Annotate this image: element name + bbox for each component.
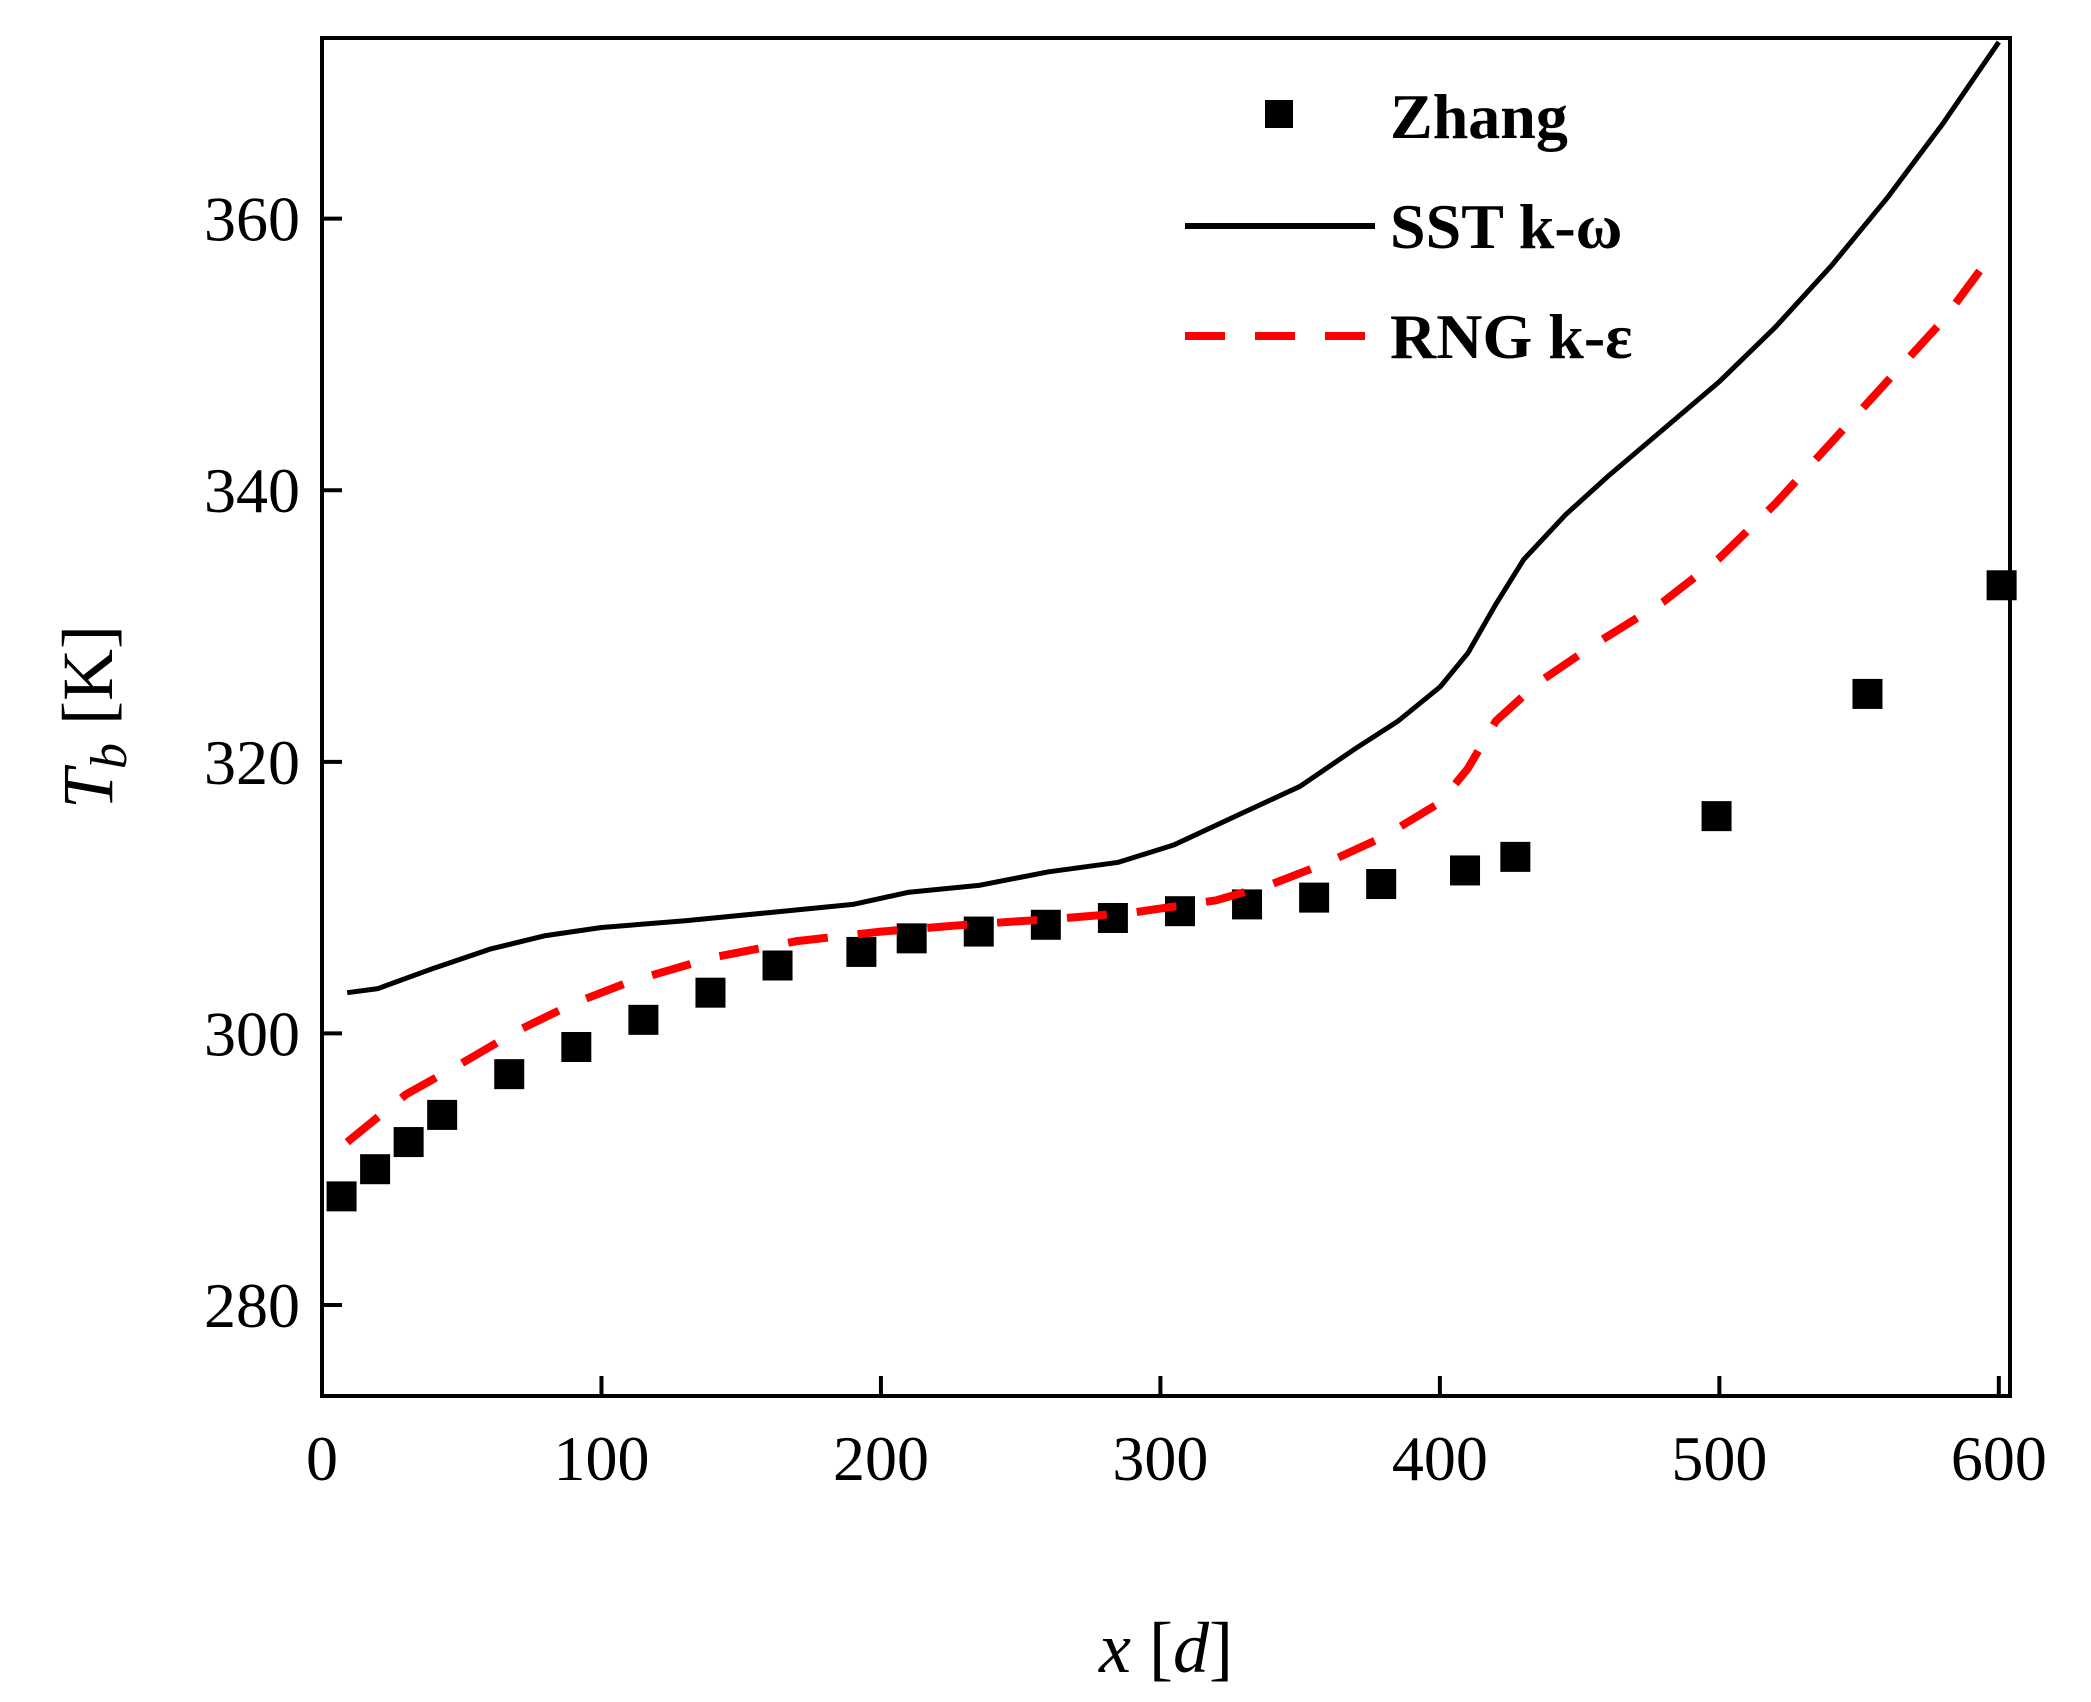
data-point-zhang — [1299, 882, 1330, 913]
data-point-zhang — [1701, 801, 1732, 832]
y-axis-subscript: b — [81, 743, 138, 769]
data-point-zhang — [1164, 896, 1195, 927]
data-point-zhang — [494, 1059, 525, 1090]
x-tick-label: 0 — [306, 1423, 338, 1494]
data-point-zhang — [846, 936, 877, 967]
x-tick-label: 200 — [833, 1423, 929, 1494]
data-point-zhang — [1366, 869, 1397, 900]
x-tick-label: 600 — [1951, 1423, 2047, 1494]
data-point-zhang — [427, 1099, 458, 1130]
series-layer — [326, 40, 2017, 1212]
data-point-zhang — [561, 1031, 592, 1062]
tick-labels: 0 100 200 300 400 500 600 280 300 320 340 360 — [204, 184, 2047, 1494]
y-axis-var: T — [48, 764, 128, 809]
legend: Zhang SST k-ω RNG k-ε — [1185, 81, 1632, 372]
x-axis-title: x [d] — [1098, 1608, 1233, 1688]
legend-label-zhang: Zhang — [1390, 81, 1568, 152]
data-point-zhang — [896, 923, 927, 954]
data-point-zhang — [762, 950, 793, 981]
series-line-rng-k — [344, 250, 1997, 1146]
data-point-zhang — [1852, 678, 1883, 709]
y-tick-label: 360 — [204, 184, 300, 255]
y-tick-label: 280 — [204, 1270, 300, 1341]
series-line-sst-k — [346, 40, 2001, 996]
data-point-zhang — [326, 1181, 357, 1212]
y-tick-label: 320 — [204, 727, 300, 798]
x-tick-label: 500 — [1671, 1423, 1767, 1494]
legend-marker-zhang — [1265, 100, 1293, 128]
x-tick-label: 400 — [1392, 1423, 1488, 1494]
x-axis-var: x — [1098, 1608, 1131, 1688]
x-axis-unit: d — [1173, 1608, 1210, 1688]
y-tick-label: 300 — [204, 998, 300, 1069]
data-point-zhang — [963, 916, 994, 947]
data-point-zhang — [393, 1127, 424, 1158]
data-point-zhang — [1030, 909, 1061, 940]
data-point-zhang — [1450, 855, 1481, 886]
plot-frame — [320, 36, 2012, 1398]
y-tick-label: 340 — [204, 455, 300, 526]
x-tick-label: 300 — [1112, 1423, 1208, 1494]
data-point-zhang — [628, 1004, 659, 1035]
data-point-zhang — [1500, 841, 1531, 872]
x-tick-label: 100 — [553, 1423, 649, 1494]
legend-label-rng: RNG k-ε — [1390, 301, 1632, 372]
y-axis-title: Tb [K] — [48, 625, 138, 809]
data-point-zhang — [360, 1154, 391, 1185]
legend-label-sst: SST k-ω — [1390, 191, 1622, 262]
data-point-zhang — [1986, 570, 2017, 601]
y-axis-unit: K — [48, 649, 128, 701]
data-point-zhang — [695, 977, 726, 1008]
tick-marks — [320, 216, 2001, 1396]
